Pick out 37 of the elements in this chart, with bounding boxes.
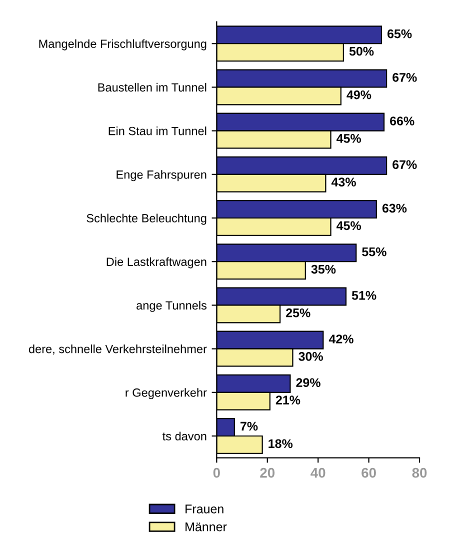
y-tick-label: Mangelnde Frischluftversorgung — [39, 39, 206, 50]
data-label: 21% — [276, 396, 300, 404]
data-label: 50% — [349, 46, 374, 56]
data-label: 7% — [240, 422, 258, 431]
y-tick-label: dere, schnelle Verkehrsteilnehmer — [28, 344, 207, 355]
data-label: 51% — [352, 291, 376, 300]
y-tick-label: Enge Fahrspuren — [116, 170, 206, 182]
data-label: 67% — [392, 160, 417, 170]
y-tick-label: Ein Stau im Tunnel — [108, 126, 206, 136]
data-label: 18% — [268, 439, 293, 448]
data-label: 49% — [346, 90, 372, 100]
y-tick-label: Die Lastkraftwagen — [106, 257, 206, 268]
legend-label: Frauen — [186, 504, 224, 514]
y-tick-label: r Gegenverkehr — [126, 388, 207, 400]
data-label: 55% — [362, 247, 386, 256]
x-tick-label: 80 — [412, 468, 427, 478]
x-tick-label: 40 — [310, 468, 326, 478]
y-tick-label: Schlechte Beleuchtung — [86, 214, 206, 225]
data-label: 45% — [336, 221, 362, 230]
x-tick-label: 60 — [362, 468, 376, 478]
data-label: 45% — [336, 134, 362, 143]
data-label: 35% — [311, 264, 336, 274]
data-label: 42% — [328, 334, 354, 344]
y-tick-label: ts davon — [162, 432, 206, 440]
data-label: 65% — [387, 29, 412, 38]
data-label: 63% — [382, 204, 407, 213]
legend-label: Männer — [186, 522, 227, 532]
y-tick-label: ange Tunnels — [136, 300, 207, 312]
y-tick-label: Baustellen im Tunnel — [98, 82, 206, 92]
data-label: 30% — [298, 352, 323, 361]
data-label: 67% — [392, 72, 417, 82]
data-label: 25% — [286, 308, 310, 318]
data-label: 43% — [331, 178, 356, 186]
data-label: 66% — [390, 116, 414, 126]
x-tick-label: 20 — [260, 468, 275, 478]
x-tick-label: 0 — [213, 468, 220, 478]
data-label: 29% — [296, 378, 320, 388]
